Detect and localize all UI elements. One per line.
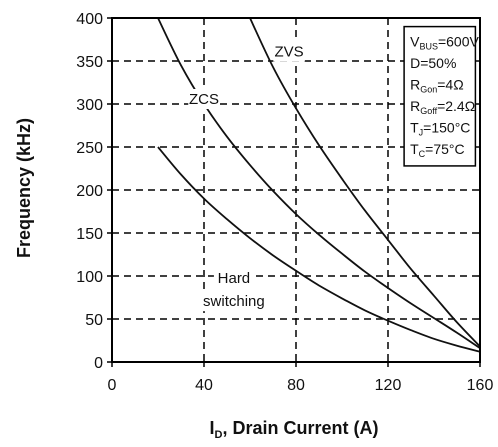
y-tick-label: 400 bbox=[76, 11, 103, 28]
conditions-frame bbox=[403, 25, 477, 167]
tick-labels: 0 40 80 120 160 0 50 100 150 200 250 300 350 400 bbox=[76, 11, 493, 394]
condition-line: VBUS=600V bbox=[410, 34, 479, 52]
conditions-box: VBUS=600V D=50% RGon=4Ω RGoff=2.4Ω TJ=150°C T… bbox=[403, 25, 479, 167]
curve-label-bg bbox=[213, 267, 254, 288]
series-line-zvs bbox=[249, 17, 481, 348]
condition-line: D=50% bbox=[410, 55, 456, 71]
series-line-zcs bbox=[157, 17, 481, 349]
condition-line: TJ=150°C bbox=[410, 120, 470, 138]
condition-line: RGoff=2.4Ω bbox=[410, 98, 475, 116]
curve-label-bg bbox=[192, 291, 276, 312]
curve-label: Hard bbox=[218, 270, 251, 287]
x-tick-label: 40 bbox=[195, 377, 213, 394]
y-tick-label: 250 bbox=[76, 140, 103, 157]
x-axis-title-prefix: I bbox=[210, 418, 215, 438]
x-tick-label: 160 bbox=[467, 377, 494, 394]
y-tick-label: 50 bbox=[85, 312, 103, 329]
y-tick-label: 200 bbox=[76, 183, 103, 200]
x-axis-title-rest: , Drain Current (A) bbox=[222, 418, 378, 438]
series-line-hard-switching bbox=[157, 146, 481, 353]
curve-label-bg bbox=[273, 41, 305, 62]
x-tick-label: 0 bbox=[108, 377, 117, 394]
y-tick-label: 150 bbox=[76, 226, 103, 243]
curve-label: ZVS bbox=[275, 44, 304, 61]
x-axis-title: ID, Drain Current (A) bbox=[210, 418, 379, 441]
x-tick-label: 80 bbox=[287, 377, 305, 394]
y-tick-label: 350 bbox=[76, 54, 103, 71]
curve-label-bg bbox=[188, 89, 220, 109]
y-tick-label: 300 bbox=[76, 97, 103, 114]
x-tick-label: 120 bbox=[375, 377, 402, 394]
y-tick-label: 0 bbox=[94, 355, 103, 372]
grid bbox=[112, 18, 480, 362]
curve-label: switching bbox=[203, 293, 265, 310]
series-group bbox=[157, 17, 481, 353]
y-axis-title: Frequency (kHz) bbox=[14, 118, 34, 258]
condition-line: RGon=4Ω bbox=[410, 77, 464, 95]
curve-label: ZCS bbox=[189, 91, 219, 108]
curve-labels: ZVS ZCS Hard switching bbox=[188, 41, 305, 312]
condition-line: TC=75°C bbox=[410, 141, 465, 159]
y-tick-label: 100 bbox=[76, 269, 103, 286]
